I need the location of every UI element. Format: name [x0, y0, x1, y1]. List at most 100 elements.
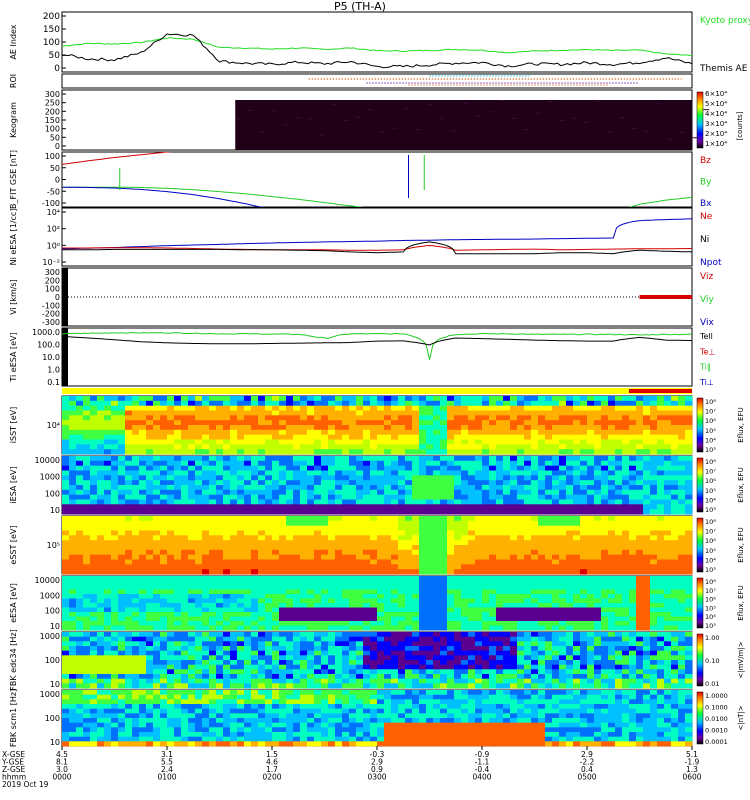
esst-cell [293, 559, 301, 565]
eesa-cell [314, 607, 322, 613]
fbk-edc34-cell [132, 674, 140, 680]
iesa-cell [237, 509, 245, 515]
eesa-cell [587, 612, 595, 617]
eesa-cell [370, 576, 378, 581]
eesa-cell [181, 580, 189, 586]
iesa-cell [629, 485, 637, 491]
esst-cell [146, 564, 154, 570]
iesa-cell [580, 465, 588, 471]
iesa-cell [573, 460, 581, 466]
fbk-edc34-cell [363, 650, 371, 656]
iesa-cell [160, 456, 168, 462]
fbk-edc34-cell [167, 660, 175, 666]
esst-cell [265, 545, 273, 551]
iesa-cell [111, 485, 119, 491]
esst-cell [349, 535, 357, 541]
iesa-cell [146, 465, 154, 471]
iesa-cell [83, 465, 91, 471]
esst-cell [650, 545, 658, 551]
isst-cell [510, 400, 518, 406]
eesa-cell [62, 616, 70, 622]
eesa-cell [587, 621, 595, 626]
esst-cell [601, 535, 609, 541]
isst-cell [195, 420, 203, 426]
iesa-cell [601, 470, 609, 476]
eesa-cell [377, 585, 385, 590]
isst-cell [195, 425, 203, 431]
eesa-cell [370, 594, 378, 599]
iesa-cell [139, 485, 147, 491]
eesa-cell [650, 612, 658, 617]
iesa-cell [125, 460, 133, 466]
eesa-cell [559, 625, 567, 631]
keogram-streak [475, 115, 482, 117]
eesa-cell [209, 576, 217, 581]
iesa-cell [216, 494, 224, 500]
eesa-cell [601, 621, 609, 626]
fbk-edc34-cell [300, 641, 308, 647]
iesa-cell [195, 504, 203, 510]
keogram-streak [535, 112, 542, 114]
esst-cell [482, 554, 490, 560]
iesa-cell [573, 489, 581, 495]
esst-cell [69, 549, 77, 555]
iesa-cell [111, 456, 119, 462]
esst-cell [587, 516, 595, 522]
esst-cell [370, 564, 378, 570]
esst-cell [636, 535, 644, 541]
esst-cell [272, 545, 280, 551]
isst-cell [132, 420, 140, 426]
eesa-cell [559, 603, 567, 608]
fbk-edc34-cell [62, 683, 70, 689]
isst-cell [426, 415, 434, 421]
isst-cell [468, 429, 476, 435]
iesa-cell [307, 504, 315, 510]
esst-cell [503, 530, 511, 536]
esst-cell [622, 540, 630, 546]
eesa-cell [286, 580, 294, 586]
isst-cell [482, 449, 490, 455]
eesa-cell [167, 612, 175, 617]
isst-cell [314, 396, 322, 402]
esst-cell [328, 549, 336, 555]
eesa-cell [153, 612, 161, 617]
esst-cell [251, 564, 259, 570]
isst-cell [286, 396, 294, 402]
isst-cell [447, 425, 455, 431]
eesa-cell [188, 594, 196, 599]
fbk-edc34-cell [153, 646, 161, 652]
iesa-cell [237, 456, 245, 462]
iesa-cell [132, 456, 140, 462]
iesa-cell [482, 509, 490, 515]
isst-cell [405, 444, 413, 450]
esst-cell [405, 554, 413, 560]
fbk-edc34-cell [363, 641, 371, 647]
iesa-cell [167, 499, 175, 505]
isst-cell [545, 434, 553, 440]
esst-cell [174, 564, 182, 570]
iesa-cell [146, 499, 154, 505]
fbk-edc34-cell [132, 641, 140, 647]
esst-cell [552, 554, 560, 560]
esst-cell [265, 554, 273, 560]
iesa-cell [573, 480, 581, 486]
isst-cell [615, 449, 623, 455]
iesa-cell [405, 489, 413, 495]
isst-cell [496, 405, 504, 411]
isst-cell [69, 420, 77, 426]
iesa-cell [160, 494, 168, 500]
esst-cell [62, 564, 70, 570]
fbk-edc34-cell [307, 678, 315, 684]
eesa-cell [419, 607, 427, 613]
eesa-cell [356, 607, 364, 613]
esst-cell [83, 559, 91, 565]
iesa-cell [440, 465, 448, 471]
isst-cell [510, 410, 518, 416]
eesa-cell [433, 576, 441, 581]
esst-cell [594, 535, 602, 541]
fbk-edc34-cell [139, 650, 147, 656]
esst-cell [615, 530, 623, 536]
isst-cell [601, 396, 609, 402]
eesa-cell [342, 625, 350, 631]
esst-cell [587, 549, 595, 555]
